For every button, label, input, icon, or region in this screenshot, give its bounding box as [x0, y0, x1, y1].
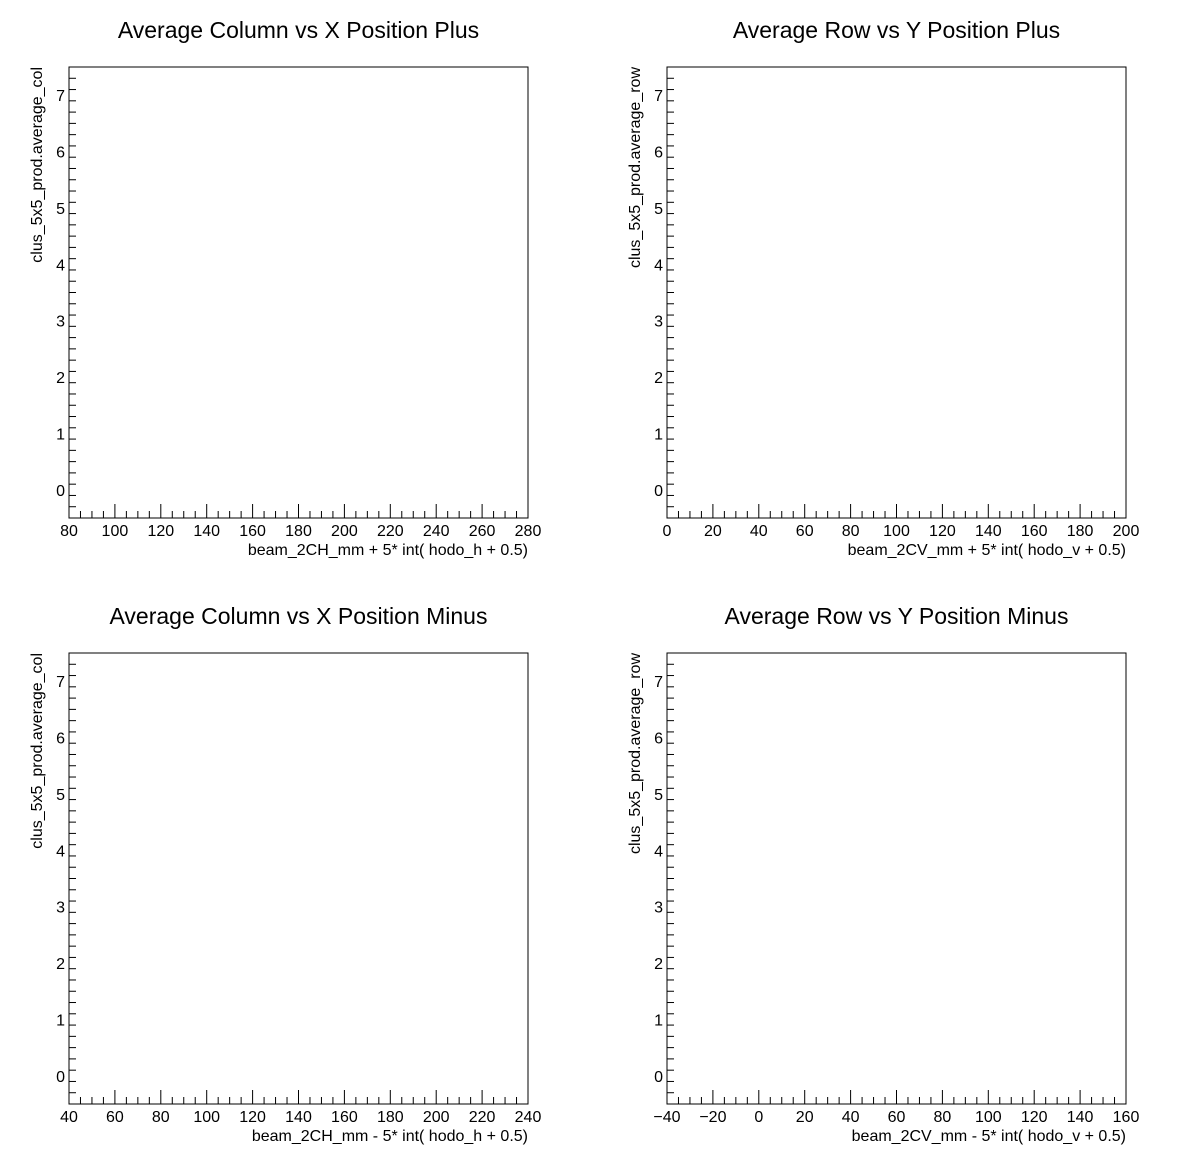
y-tick-label: 5 — [654, 201, 663, 218]
x-tick-label: 140 — [193, 523, 220, 540]
chart-title: Average Row vs Y Position Plus — [733, 17, 1060, 43]
x-tick-label: 200 — [1113, 523, 1140, 540]
y-tick-label: 1 — [654, 426, 663, 443]
x-tick-label: 120 — [239, 1109, 266, 1126]
y-tick-label: 4 — [56, 843, 65, 860]
x-tick-label: 40 — [60, 1109, 78, 1126]
y-tick-label: 4 — [654, 843, 663, 860]
y-tick-label: 2 — [56, 370, 65, 387]
x-tick-label: 160 — [331, 1109, 358, 1126]
y-tick-label: 1 — [56, 426, 65, 443]
y-tick-label: 4 — [654, 257, 663, 274]
x-tick-label: 140 — [285, 1109, 312, 1126]
x-tick-label: 80 — [152, 1109, 170, 1126]
x-tick-label: 60 — [796, 523, 814, 540]
y-tick-label: 6 — [56, 731, 65, 748]
y-tick-label: 6 — [56, 145, 65, 162]
y-tick-label: 4 — [56, 257, 65, 274]
chart-title: Average Column vs X Position Plus — [118, 17, 479, 43]
x-tick-label: 80 — [60, 523, 78, 540]
y-tick-label: 7 — [654, 674, 663, 691]
x-tick-label: 100 — [975, 1109, 1002, 1126]
x-tick-label: 60 — [106, 1109, 124, 1126]
y-tick-label: 5 — [56, 201, 65, 218]
x-tick-label: 240 — [423, 523, 450, 540]
y-axis-label: clus_5x5_prod.average_col — [29, 653, 46, 849]
x-tick-label: 160 — [239, 523, 266, 540]
plot-frame — [666, 652, 1127, 1105]
plot-frame — [68, 652, 529, 1105]
x-tick-label: 160 — [1113, 1109, 1140, 1126]
y-axis-label: clus_5x5_prod.average_row — [627, 67, 644, 268]
plot-frame — [68, 66, 529, 519]
y-tick-label: 2 — [56, 956, 65, 973]
y-tick-label: 5 — [56, 787, 65, 804]
y-tick-label: 6 — [654, 145, 663, 162]
y-axis-label: clus_5x5_prod.average_col — [29, 67, 46, 263]
x-tick-label: 140 — [1067, 1109, 1094, 1126]
x-tick-label: 40 — [842, 1109, 860, 1126]
x-axis-label: beam_2CV_mm + 5* int( hodo_v + 0.5) — [848, 542, 1126, 559]
y-tick-label: 7 — [56, 88, 65, 105]
x-tick-label: 40 — [750, 523, 768, 540]
x-axis-label: beam_2CH_mm - 5* int( hodo_h + 0.5) — [252, 1128, 528, 1145]
x-tick-label: −20 — [699, 1109, 726, 1126]
plot-frame — [666, 66, 1127, 519]
x-tick-label: 100 — [102, 523, 129, 540]
x-tick-label: 0 — [663, 523, 672, 540]
chart-panel-4: Average Row vs Y Position Minus−40 −20 0 20… — [627, 603, 1139, 1145]
y-tick-label: 3 — [56, 900, 65, 917]
y-tick-label: 3 — [654, 900, 663, 917]
x-tick-label: 0 — [754, 1109, 763, 1126]
y-tick-label: 2 — [654, 956, 663, 973]
chart-title: Average Column vs X Position Minus — [110, 603, 488, 629]
x-tick-label: 20 — [796, 1109, 814, 1126]
y-tick-label: 2 — [654, 370, 663, 387]
x-axis-label: beam_2CH_mm + 5* int( hodo_h + 0.5) — [248, 542, 528, 559]
x-tick-label: 220 — [377, 523, 404, 540]
x-tick-label: 280 — [515, 523, 542, 540]
x-tick-label: 100 — [193, 1109, 220, 1126]
x-tick-label: 140 — [975, 523, 1002, 540]
x-axis-label: beam_2CV_mm - 5* int( hodo_v + 0.5) — [852, 1128, 1126, 1145]
y-tick-label: 0 — [654, 1069, 663, 1086]
x-tick-label: 20 — [704, 523, 722, 540]
x-tick-label: 220 — [469, 1109, 496, 1126]
x-tick-label: 240 — [515, 1109, 542, 1126]
y-tick-label: 6 — [654, 731, 663, 748]
y-tick-label: 3 — [654, 314, 663, 331]
x-tick-label: 180 — [285, 523, 312, 540]
x-tick-label: 120 — [1021, 1109, 1048, 1126]
y-tick-label: 3 — [56, 314, 65, 331]
x-tick-label: 180 — [1067, 523, 1094, 540]
y-tick-label: 1 — [56, 1012, 65, 1029]
y-tick-label: 0 — [56, 483, 65, 500]
x-tick-label: 100 — [883, 523, 910, 540]
x-tick-label: 160 — [1021, 523, 1048, 540]
chart-title: Average Row vs Y Position Minus — [725, 603, 1069, 629]
y-tick-label: 7 — [56, 674, 65, 691]
y-tick-label: 0 — [56, 1069, 65, 1086]
x-tick-label: 200 — [331, 523, 358, 540]
y-tick-label: 1 — [654, 1012, 663, 1029]
x-tick-label: 80 — [934, 1109, 952, 1126]
y-tick-label: 0 — [654, 483, 663, 500]
x-tick-label: 200 — [423, 1109, 450, 1126]
x-tick-label: 120 — [929, 523, 956, 540]
x-tick-label: 80 — [842, 523, 860, 540]
x-tick-label: 180 — [377, 1109, 404, 1126]
x-tick-label: −40 — [653, 1109, 680, 1126]
y-tick-label: 7 — [654, 88, 663, 105]
x-tick-label: 120 — [147, 523, 174, 540]
y-axis-label: clus_5x5_prod.average_row — [627, 653, 644, 854]
x-tick-label: 60 — [888, 1109, 906, 1126]
x-tick-label: 260 — [469, 523, 496, 540]
y-tick-label: 5 — [654, 787, 663, 804]
